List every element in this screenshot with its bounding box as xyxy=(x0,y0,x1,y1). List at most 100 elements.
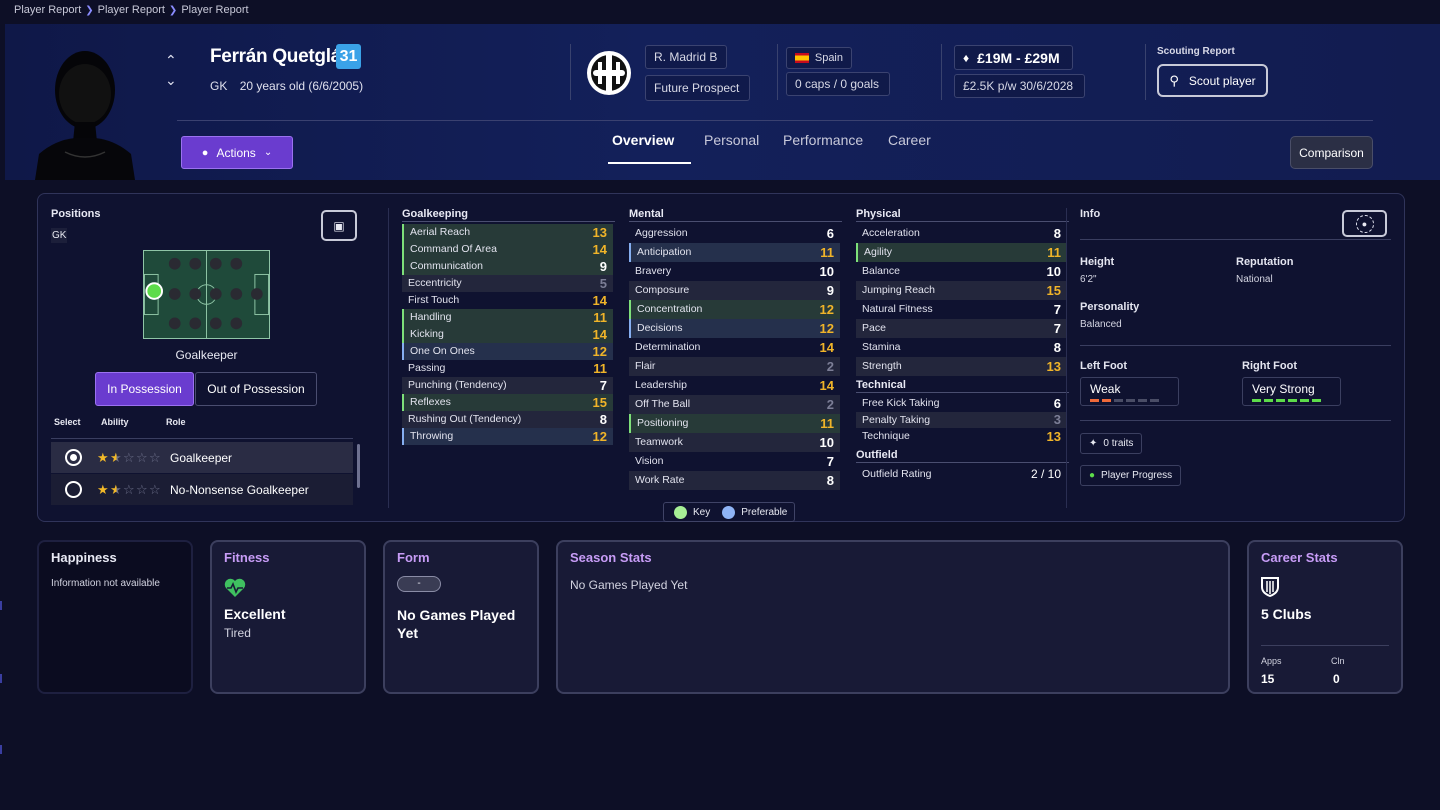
player-profile-button[interactable]: ● xyxy=(1342,210,1387,237)
out-of-possession-toggle[interactable]: Out of Possession xyxy=(195,372,317,406)
in-possession-toggle[interactable]: In Possession xyxy=(95,372,194,406)
attribute-row-jumping-reach[interactable]: Jumping Reach 15 xyxy=(856,281,1067,300)
tab-overview[interactable]: Overview xyxy=(612,132,675,148)
attribute-value: 15 xyxy=(1046,282,1061,298)
attribute-value: 13 xyxy=(1046,358,1061,374)
traits-button[interactable]: ✦ 0 traits xyxy=(1080,433,1143,454)
attribute-name: Punching (Tendency) xyxy=(408,379,507,392)
attribute-row-bravery[interactable]: Bravery 10 xyxy=(629,262,840,281)
player-progress-label: Player Progress xyxy=(1101,470,1173,481)
attribute-row-strength[interactable]: Strength 13 xyxy=(856,357,1067,376)
attribute-value: 12 xyxy=(592,428,607,444)
attribute-row-command-of-area[interactable]: Command Of Area 14 xyxy=(402,241,613,258)
role-row[interactable]: ★ ★ ☆ ☆ ☆ No-Nonsense Goalkeeper xyxy=(51,474,353,505)
attribute-row-outfield-rating[interactable]: Outfield Rating 2 / 10 xyxy=(856,465,1067,484)
tab-personal[interactable]: Personal xyxy=(704,132,760,148)
attribute-row-anticipation[interactable]: Anticipation 11 xyxy=(629,243,840,262)
attribute-name: Flair xyxy=(635,360,656,373)
positions-title: Positions xyxy=(51,208,101,220)
tab-performance[interactable]: Performance xyxy=(783,132,864,148)
attribute-value: 2 xyxy=(826,396,834,412)
previous-player-button[interactable]: ⌃ xyxy=(165,52,177,68)
attribute-row-first-touch[interactable]: First Touch 14 xyxy=(402,292,613,309)
form-card[interactable]: Form - No Games Played Yet xyxy=(383,540,539,694)
attribute-name: Rushing Out (Tendency) xyxy=(408,413,522,426)
role-row[interactable]: ★ ★ ☆ ☆ ☆ Goalkeeper xyxy=(51,442,353,473)
fitness-card[interactable]: Fitness Excellent Tired xyxy=(210,540,366,694)
cln-label: Cln xyxy=(1331,656,1345,666)
attribute-value: 10 xyxy=(1046,263,1061,279)
attribute-row-natural-fitness[interactable]: Natural Fitness 7 xyxy=(856,300,1067,319)
breadcrumb-item[interactable]: Player Report xyxy=(97,4,165,16)
attribute-row-composure[interactable]: Composure 9 xyxy=(629,281,840,300)
attribute-row-leadership[interactable]: Leadership 14 xyxy=(629,376,840,395)
attribute-row-eccentricity[interactable]: Eccentricity 5 xyxy=(402,275,613,292)
attribute-row-flair[interactable]: Flair 2 xyxy=(629,357,840,376)
attribute-row-punching-tendency[interactable]: Punching (Tendency) 7 xyxy=(402,377,613,394)
actions-button[interactable]: ● Actions ⌄ xyxy=(181,136,293,169)
attribute-row-passing[interactable]: Passing 11 xyxy=(402,360,613,377)
attribute-row-vision[interactable]: Vision 7 xyxy=(629,452,840,471)
nationality-badge[interactable]: Spain xyxy=(786,47,852,69)
breadcrumb-item[interactable]: Player Report xyxy=(14,4,82,16)
attribute-name: First Touch xyxy=(408,294,460,307)
attribute-name: Concentration xyxy=(637,303,703,316)
season-stats-card[interactable]: Season Stats No Games Played Yet xyxy=(556,540,1230,694)
attribute-row-positioning[interactable]: Positioning 11 xyxy=(629,414,840,433)
attribute-value: 6 xyxy=(826,225,834,241)
breadcrumb-item[interactable]: Player Report xyxy=(181,4,249,16)
attribute-row-agility[interactable]: Agility 11 xyxy=(856,243,1067,262)
player-progress-button[interactable]: ● Player Progress xyxy=(1080,465,1182,486)
goalkeeping-title: Goalkeeping xyxy=(402,208,469,220)
shield-icon xyxy=(1261,577,1279,597)
player-name: Ferrán Quetglás xyxy=(210,46,352,67)
attribute-row-stamina[interactable]: Stamina 8 xyxy=(856,338,1067,357)
scout-player-button[interactable]: ⚲ Scout player xyxy=(1157,64,1268,97)
actions-label: Actions xyxy=(216,145,256,160)
attribute-row-throwing[interactable]: Throwing 12 xyxy=(402,428,613,445)
role-radio[interactable] xyxy=(65,481,82,498)
attribute-row-aerial-reach[interactable]: Aerial Reach 13 xyxy=(402,224,613,241)
attribute-row-handling[interactable]: Handling 11 xyxy=(402,309,613,326)
happiness-card[interactable]: Happiness Information not available xyxy=(37,540,193,694)
person-icon: ● xyxy=(201,146,209,159)
club-crest-icon[interactable] xyxy=(584,48,634,98)
season-stats-title: Season Stats xyxy=(570,550,652,565)
career-stats-card[interactable]: Career Stats 5 Clubs Apps 15 Cln 0 xyxy=(1247,540,1403,694)
left-foot-box: Weak xyxy=(1080,377,1179,406)
attribute-row-pace[interactable]: Pace 7 xyxy=(856,319,1067,338)
attribute-row-work-rate[interactable]: Work Rate 8 xyxy=(629,471,840,490)
role-radio-selected[interactable] xyxy=(65,449,82,466)
tab-career[interactable]: Career xyxy=(888,132,931,148)
attribute-row-free-kick-taking[interactable]: Free Kick Taking 6 xyxy=(856,395,1067,411)
attribute-row-penalty-taking[interactable]: Penalty Taking 3 xyxy=(856,411,1067,428)
attribute-name: Communication xyxy=(410,260,483,273)
attribute-row-one-on-ones[interactable]: One On Ones 12 xyxy=(402,343,613,360)
attribute-row-determination[interactable]: Determination 14 xyxy=(629,338,840,357)
attribute-row-technique[interactable]: Technique 13 xyxy=(856,428,1067,444)
happiness-text: Information not available xyxy=(51,578,160,589)
attribute-row-teamwork[interactable]: Teamwork 10 xyxy=(629,433,840,452)
attribute-row-acceleration[interactable]: Acceleration 8 xyxy=(856,224,1067,243)
attribute-value: 14 xyxy=(819,339,834,355)
attribute-row-concentration[interactable]: Concentration 12 xyxy=(629,300,840,319)
chevron-right-icon: ❯ xyxy=(85,4,94,16)
attribute-value: 3 xyxy=(1053,412,1061,427)
next-player-button[interactable]: ⌄ xyxy=(165,72,177,88)
attribute-row-communication[interactable]: Communication 9 xyxy=(402,258,613,275)
roles-scrollbar[interactable] xyxy=(357,444,360,488)
comparison-button[interactable]: Comparison xyxy=(1290,136,1373,169)
swap-view-button[interactable]: ▣ xyxy=(321,210,357,241)
attribute-row-aggression[interactable]: Aggression 6 xyxy=(629,224,840,243)
role-label: No-Nonsense Goalkeeper xyxy=(170,482,309,497)
attribute-row-off-the-ball[interactable]: Off The Ball 2 xyxy=(629,395,840,414)
select-header: Select xyxy=(54,417,81,427)
attribute-row-reflexes[interactable]: Reflexes 15 xyxy=(402,394,613,411)
attribute-row-balance[interactable]: Balance 10 xyxy=(856,262,1067,281)
attribute-name: Throwing xyxy=(410,430,454,443)
attribute-row-rushing-out-tendency[interactable]: Rushing Out (Tendency) 8 xyxy=(402,411,613,428)
attribute-row-kicking[interactable]: Kicking 14 xyxy=(402,326,613,343)
player-age: 20 years old (6/6/2005) xyxy=(239,79,364,93)
attribute-row-decisions[interactable]: Decisions 12 xyxy=(629,319,840,338)
club-name[interactable]: R. Madrid B xyxy=(645,45,727,69)
